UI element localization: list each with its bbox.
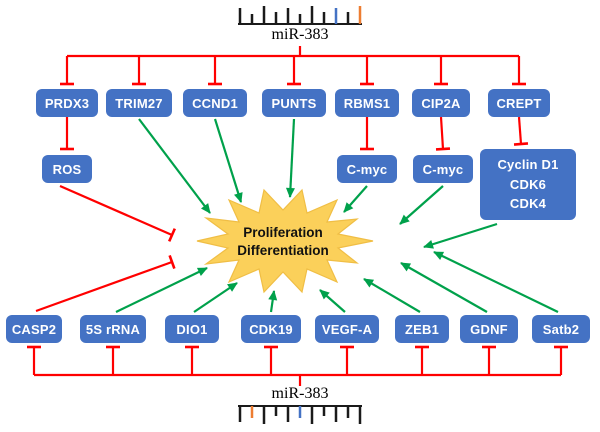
mirna-sequence-icon bbox=[238, 405, 362, 424]
node-cmyc-right: C-myc bbox=[413, 155, 473, 183]
mirna-sequence-icon bbox=[238, 6, 362, 25]
top-inhibition-wires bbox=[35, 46, 529, 313]
node-vegf-a: VEGF-A bbox=[315, 315, 379, 343]
node-ccnd1: CCND1 bbox=[183, 89, 247, 117]
top-mirna-label: miR-383 bbox=[271, 26, 329, 43]
node-zeb1: ZEB1 bbox=[395, 315, 449, 343]
node-crept: CREPT bbox=[488, 89, 550, 117]
cyclin-complex-line-1: Cyclin D1 bbox=[497, 157, 559, 172]
bottom-mirna-label: miR-383 bbox=[271, 385, 329, 402]
node-cmyc-left: C-myc bbox=[337, 155, 397, 183]
node-casp2: CASP2 bbox=[6, 315, 62, 343]
node-rbms1: RBMS1 bbox=[335, 89, 399, 117]
node-ros: ROS bbox=[42, 155, 92, 183]
node-5s-rrna: 5S rRNA bbox=[80, 315, 146, 343]
node-gdnf: GDNF bbox=[460, 315, 518, 343]
center-process-line-2: Differentiation bbox=[237, 242, 329, 258]
center-process-label: Proliferation Differentiation bbox=[211, 224, 355, 259]
node-punts: PUNTS bbox=[262, 89, 326, 117]
bottom-inhibition-wires bbox=[27, 345, 568, 386]
node-cip2a: CIP2A bbox=[412, 89, 470, 117]
starburst-shape bbox=[196, 188, 374, 294]
cyclin-complex-line-2: CDK6 bbox=[509, 176, 547, 192]
node-trim27: TRIM27 bbox=[106, 89, 172, 117]
node-satb2: Satb2 bbox=[532, 315, 590, 343]
node-prdx3: PRDX3 bbox=[36, 89, 98, 117]
node-cyclin-complex: Cyclin D1 CDK6 CDK4 bbox=[480, 149, 576, 220]
node-cdk19: CDK19 bbox=[241, 315, 301, 343]
node-dio1: DIO1 bbox=[165, 315, 219, 343]
center-process-line-1: Proliferation bbox=[243, 225, 323, 240]
promotion-arrows bbox=[115, 118, 559, 313]
cyclin-complex-line-3: CDK4 bbox=[509, 196, 547, 211]
